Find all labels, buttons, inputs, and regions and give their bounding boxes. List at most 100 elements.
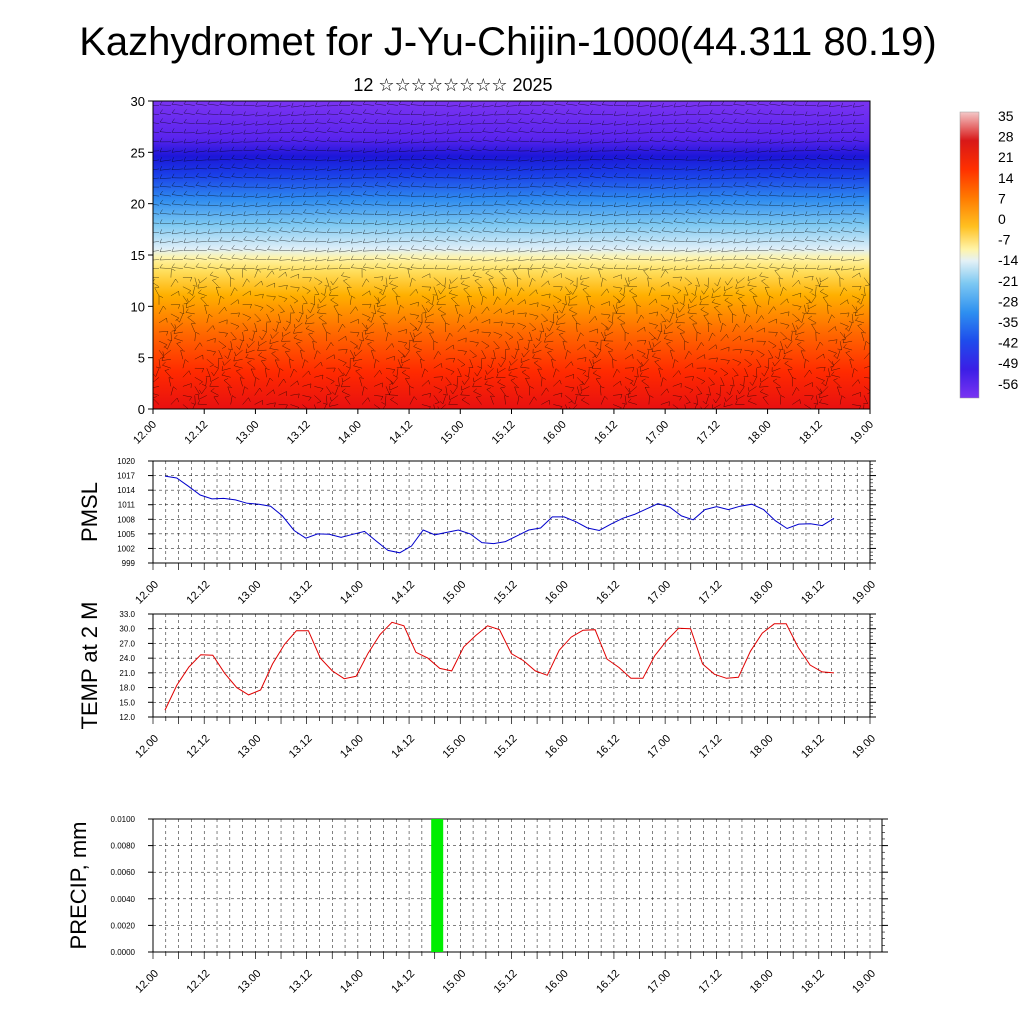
wind-barb [672, 382, 682, 388]
wind-barb [556, 313, 566, 320]
wind-barb [484, 380, 494, 387]
wind-barb [182, 370, 191, 378]
wind-barb [565, 129, 578, 134]
wind-barb [362, 247, 375, 252]
wind-barb [326, 354, 335, 360]
pmsl-grid [152, 460, 871, 570]
wind-barb [685, 175, 697, 180]
wind-barb [484, 375, 494, 381]
wind-barb [153, 259, 160, 261]
wind-barb [159, 190, 171, 197]
wind-barb [326, 199, 339, 206]
wind-barb [669, 350, 675, 360]
colorbar-label: 7 [998, 190, 1006, 206]
wind-barb [195, 229, 207, 235]
wind-barb [243, 163, 255, 170]
wind-barb [214, 359, 219, 369]
wind-barb [804, 163, 817, 170]
cs-x-tick-label: 14.12 [387, 419, 415, 447]
wind-barb [852, 111, 865, 117]
wind-barb [804, 227, 817, 233]
wind-barb [382, 277, 388, 287]
wind-barb [355, 369, 363, 378]
wind-barb [840, 256, 853, 261]
wind-barb [637, 202, 649, 207]
wind-barb [390, 377, 399, 385]
wind-barb [647, 341, 652, 350]
wind-barb [827, 314, 835, 323]
wind-barb [709, 238, 721, 244]
wind-barb [709, 256, 721, 261]
wind-barb [554, 148, 566, 153]
wind-barb [744, 337, 754, 343]
wind-barb [831, 371, 841, 378]
wind-barb [269, 339, 279, 345]
wind-barb [637, 227, 649, 233]
wind-barb [194, 342, 203, 351]
wind-barb [720, 368, 729, 376]
wind-barb [769, 139, 781, 144]
wind-barb [544, 337, 554, 343]
wind-barb [529, 322, 537, 332]
wind-barb [434, 163, 446, 170]
wind-barb [326, 208, 339, 215]
wind-barb [278, 304, 285, 314]
precip-x-tick-label: 16.00 [543, 968, 571, 996]
wind-barb [338, 228, 351, 234]
wind-barb [617, 295, 626, 304]
wind-barb [769, 220, 781, 226]
wind-barb [252, 322, 258, 332]
wind-barb [255, 129, 267, 134]
wind-barb [291, 165, 303, 170]
wind-barb [421, 304, 427, 314]
wind-barb [255, 111, 267, 117]
wind-barb [580, 386, 590, 391]
wind-barb [506, 191, 518, 197]
wind-barb [684, 350, 692, 360]
wind-barb [359, 377, 364, 387]
wind-barb [338, 218, 351, 224]
wind-barb [709, 127, 721, 133]
wind-barb [267, 145, 279, 152]
wind-barb [302, 208, 315, 215]
wind-barb [532, 354, 542, 360]
wind-barb [243, 173, 255, 179]
wind-barb [506, 175, 518, 180]
wind-barb [673, 119, 685, 124]
wind-barb [338, 256, 351, 261]
wind-barb [601, 155, 614, 161]
wind-barb [374, 238, 387, 243]
wind-barb [231, 202, 243, 207]
wind-barb [350, 255, 363, 261]
wind-barb [398, 147, 410, 153]
wind-barb [518, 183, 530, 188]
wind-barb [804, 219, 817, 225]
wind-barb [502, 277, 508, 287]
wind-barb [769, 254, 781, 260]
wind-barb [518, 101, 530, 107]
wind-barb [350, 263, 363, 269]
wind-barb [530, 109, 542, 115]
wind-barb [279, 128, 291, 133]
wind-barb [365, 335, 375, 342]
wind-barb [350, 199, 363, 206]
wind-barb [174, 322, 184, 329]
wind-barb [518, 208, 530, 215]
wind-barb [768, 295, 774, 305]
wind-barb [697, 247, 709, 253]
wind-barb [556, 325, 566, 333]
wind-barb [795, 330, 805, 336]
wind-barb [723, 291, 733, 297]
wind-barb [828, 236, 841, 242]
wind-barb [792, 192, 805, 197]
wind-barb [361, 386, 368, 396]
precip-x-tick-label: 15.12 [492, 968, 520, 996]
wind-barb [379, 286, 387, 296]
wind-barb [445, 332, 453, 342]
wind-barb [697, 127, 709, 133]
wind-barb [350, 219, 363, 224]
wind-barb [697, 102, 709, 107]
wind-barb [409, 313, 420, 320]
wind-barb [551, 359, 556, 369]
wind-barb [302, 217, 315, 224]
